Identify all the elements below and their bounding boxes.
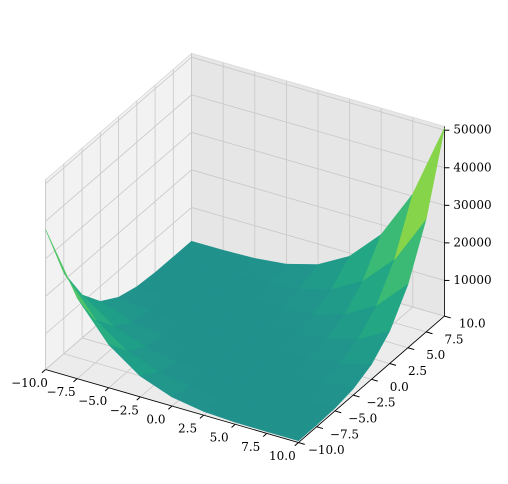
x-tick-label: 2.5 xyxy=(178,422,197,436)
y-tick-label: 5.0 xyxy=(426,348,445,362)
z-tick-label: 20000 xyxy=(453,235,491,249)
x-tick-label: −5.0 xyxy=(78,394,107,408)
x-tick-label: −2.5 xyxy=(110,403,139,417)
surface-patch xyxy=(45,229,96,321)
tick-mark xyxy=(73,378,78,383)
tick-mark xyxy=(294,442,299,447)
tick-mark xyxy=(136,396,141,401)
z-tick-label: 10000 xyxy=(453,273,491,287)
y-tick-label: 0.0 xyxy=(390,380,409,394)
tick-mark xyxy=(262,433,268,437)
tick-mark xyxy=(353,394,360,398)
y-tick-label: 10.0 xyxy=(459,317,486,331)
x-tick-label: 10.0 xyxy=(269,449,296,463)
z-tick-label: 30000 xyxy=(453,198,491,212)
tick-mark xyxy=(298,442,305,445)
tick-mark xyxy=(426,331,433,335)
x-tick-label: 5.0 xyxy=(210,431,229,445)
tick-mark xyxy=(334,410,342,414)
tick-mark xyxy=(104,387,110,392)
tick-mark xyxy=(231,423,236,428)
z-tick-label: 40000 xyxy=(453,160,491,174)
grid-line xyxy=(45,94,445,222)
grid-line xyxy=(45,169,445,297)
axis-line xyxy=(45,126,445,443)
tick-mark xyxy=(316,426,324,430)
x-tick-label: −10.0 xyxy=(11,376,48,390)
grid-line xyxy=(45,56,445,184)
grid-line xyxy=(45,131,445,260)
tick-mark xyxy=(199,414,204,419)
x-tick-label: −7.5 xyxy=(47,385,76,399)
y-tick-label: −10.0 xyxy=(308,443,345,457)
tick-mark xyxy=(41,369,46,374)
x-tick-label: 0.0 xyxy=(146,412,165,426)
y-tick-label: −2.5 xyxy=(366,396,395,410)
y-tick-label: −7.5 xyxy=(330,427,359,441)
tick-mark xyxy=(407,347,415,351)
tick-mark xyxy=(389,363,397,366)
tick-mark xyxy=(444,315,451,319)
surface-patch xyxy=(394,127,445,260)
y-tick-label: −5.0 xyxy=(348,411,377,425)
y-tick-label: 2.5 xyxy=(408,364,427,378)
z-tick-label: 50000 xyxy=(453,123,491,137)
y-tick-label: 7.5 xyxy=(444,332,463,346)
x-tick-label: 7.5 xyxy=(241,440,260,454)
tick-mark xyxy=(371,378,378,382)
tick-mark xyxy=(168,405,173,410)
surface-patch xyxy=(266,415,317,441)
